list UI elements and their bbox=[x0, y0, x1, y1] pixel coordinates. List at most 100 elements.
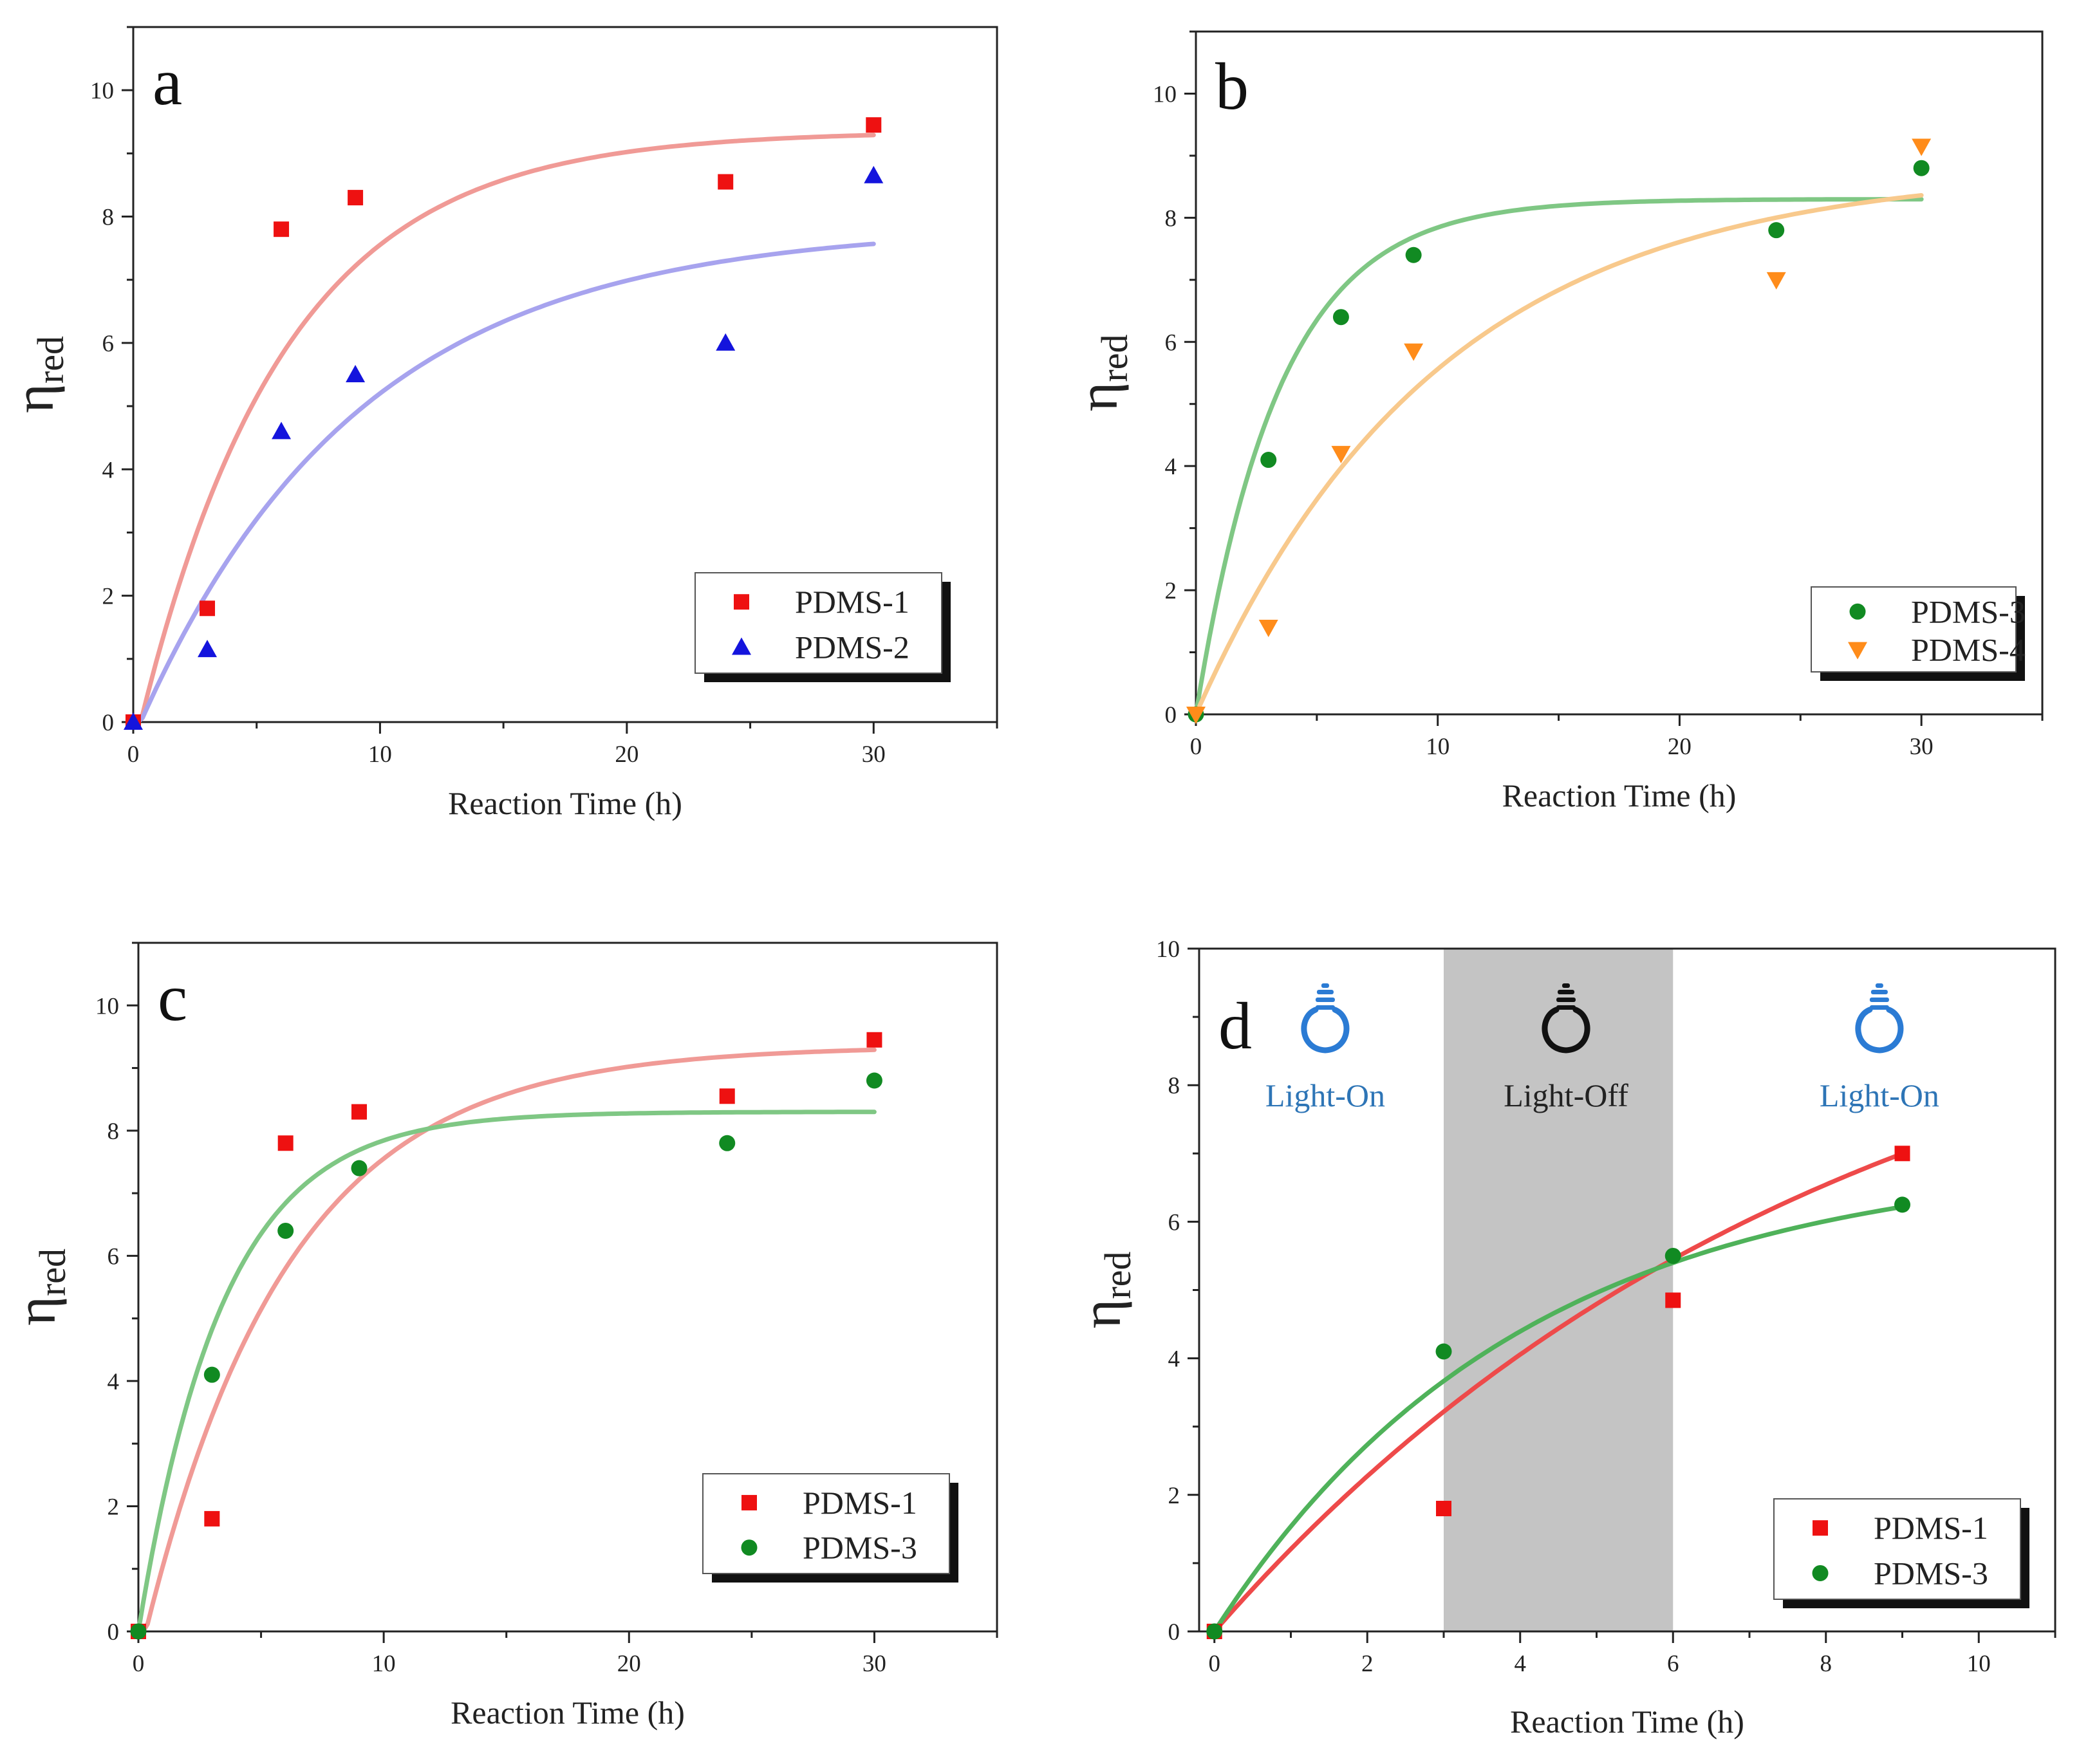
y-axis-label-subscript: red bbox=[1094, 334, 1135, 382]
data-point-pdms-2 bbox=[272, 422, 292, 440]
data-point-pdms-3 bbox=[351, 1160, 368, 1176]
shaded-region-light-off bbox=[1444, 949, 1673, 1631]
legend-label-pdms-3: PDMS-3 bbox=[1911, 593, 2026, 629]
data-point-pdms-3 bbox=[1768, 222, 1785, 239]
data-point-pdms-3 bbox=[1913, 160, 1930, 176]
bulb-on-icon-base-1 bbox=[1316, 990, 1334, 994]
data-point-pdms-4 bbox=[1186, 707, 1206, 724]
x-tick-label: 0 bbox=[1190, 734, 1202, 760]
legend-box bbox=[702, 1473, 950, 1574]
data-point-pdms-1 bbox=[866, 117, 882, 133]
data-point-pdms-3 bbox=[1405, 246, 1422, 263]
x-axis-label: Reaction Time (h) bbox=[448, 785, 682, 821]
fit-curve-pdms-3 bbox=[1193, 197, 1924, 717]
data-point-pdms-1 bbox=[351, 1104, 368, 1120]
legend-box bbox=[1811, 586, 2017, 673]
fit-curve-pdms-3 bbox=[1212, 1204, 1905, 1634]
y-axis-label-subscript: red bbox=[1097, 1251, 1139, 1299]
y-tick-label: 4 bbox=[102, 457, 115, 483]
data-point-pdms-1 bbox=[204, 1510, 220, 1527]
y-tick-label: 0 bbox=[107, 1619, 120, 1646]
bulb-on-icon-base-2 bbox=[1315, 998, 1335, 1002]
y-tick-label: 0 bbox=[1168, 1619, 1180, 1646]
data-point-pdms-4 bbox=[1258, 619, 1278, 637]
y-axis-label-subscript: red bbox=[30, 336, 71, 384]
y-tick-label: 2 bbox=[1165, 578, 1177, 604]
data-point-pdms-1 bbox=[719, 1088, 735, 1104]
plot-frame bbox=[132, 26, 998, 723]
bulb-on-icon-base-3 bbox=[1315, 1005, 1335, 1010]
x-tick-label: 20 bbox=[617, 1651, 641, 1677]
data-point-pdms-3 bbox=[1260, 452, 1277, 469]
legend-label-pdms-3: PDMS-3 bbox=[803, 1530, 917, 1566]
fit-curve-pdms-1 bbox=[131, 133, 876, 725]
fit-curve-pdms-1 bbox=[136, 1047, 877, 1634]
data-point-pdms-2 bbox=[124, 712, 143, 730]
y-axis-label-subscript: red bbox=[32, 1249, 73, 1296]
x-tick-label: 4 bbox=[1515, 1651, 1527, 1677]
x-tick-label: 8 bbox=[1820, 1651, 1832, 1677]
y-tick-label: 6 bbox=[1168, 1209, 1180, 1236]
y-tick-label: 2 bbox=[1168, 1483, 1180, 1509]
bulb-off-icon-base-2 bbox=[1556, 998, 1576, 1002]
bulb-off-icon-base-3 bbox=[1556, 1005, 1576, 1010]
bulb-off-icon bbox=[1542, 983, 1590, 1054]
y-tick-label: 6 bbox=[107, 1243, 120, 1270]
fit-curve-pdms-4 bbox=[1193, 193, 1924, 717]
legend-label-pdms-3: PDMS-3 bbox=[1874, 1555, 1988, 1591]
data-point-pdms-3 bbox=[866, 1072, 882, 1089]
data-point-pdms-1 bbox=[200, 600, 216, 617]
legend-marker-pdms-4 bbox=[1848, 642, 1867, 660]
x-tick-label: 30 bbox=[862, 1651, 886, 1677]
x-tick-label: 30 bbox=[1910, 734, 1934, 760]
bulb-on-icon-base-3 bbox=[1869, 1005, 1889, 1010]
data-point-pdms-1 bbox=[274, 221, 290, 237]
legend-label-pdms-2: PDMS-2 bbox=[795, 629, 909, 665]
annotation-light-off: Light-Off bbox=[1504, 1077, 1628, 1113]
x-tick-label: 10 bbox=[372, 1651, 396, 1677]
y-tick-label: 4 bbox=[1165, 454, 1177, 480]
panel-letter-b: b bbox=[1215, 50, 1249, 124]
x-tick-label: 20 bbox=[615, 741, 639, 768]
data-point-pdms-4 bbox=[1331, 445, 1351, 463]
y-tick-label: 0 bbox=[1165, 702, 1177, 729]
bulb-off-icon-tip bbox=[1562, 983, 1570, 988]
y-tick-label: 10 bbox=[95, 993, 119, 1019]
data-point-pdms-4 bbox=[1766, 272, 1786, 290]
data-point-pdms-4 bbox=[1912, 138, 1932, 156]
x-tick-label: 20 bbox=[1668, 734, 1692, 760]
panel-letter-d: d bbox=[1218, 989, 1252, 1063]
x-axis-label: Reaction Time (h) bbox=[451, 1694, 685, 1731]
data-point-pdms-3 bbox=[1332, 309, 1349, 326]
x-tick-label: 0 bbox=[127, 741, 140, 768]
legend-marker-pdms-3 bbox=[741, 1539, 758, 1556]
y-tick-label: 8 bbox=[1165, 205, 1177, 232]
legend-box bbox=[1773, 1498, 2021, 1600]
data-point-pdms-3 bbox=[130, 1623, 147, 1640]
plot-frame bbox=[1195, 30, 2044, 716]
legend-marker-pdms-1 bbox=[734, 594, 749, 610]
bulb-on-icon-glass bbox=[1855, 1007, 1904, 1054]
data-point-pdms-1 bbox=[277, 1135, 294, 1151]
legend-label-pdms-1: PDMS-1 bbox=[803, 1485, 917, 1521]
x-tick-label: 2 bbox=[1361, 1651, 1374, 1677]
data-point-pdms-3 bbox=[1664, 1247, 1681, 1264]
x-tick-label: 10 bbox=[1426, 734, 1450, 760]
data-point-pdms-2 bbox=[346, 365, 366, 382]
bulb-off-icon-base-1 bbox=[1558, 990, 1574, 994]
y-tick-label: 4 bbox=[1168, 1346, 1180, 1373]
data-point-pdms-3 bbox=[277, 1222, 294, 1239]
data-point-pdms-1 bbox=[1436, 1501, 1451, 1517]
legend-label-pdms-1: PDMS-1 bbox=[795, 584, 909, 620]
legend-marker-pdms-3 bbox=[1812, 1564, 1829, 1581]
data-point-pdms-3 bbox=[1435, 1343, 1452, 1360]
bulb-on-icon-glass bbox=[1301, 1007, 1350, 1054]
panel-letter-c: c bbox=[158, 961, 187, 1035]
fit-curve-pdms-2 bbox=[131, 241, 876, 725]
data-point-pdms-1 bbox=[866, 1032, 882, 1048]
x-tick-label: 10 bbox=[368, 741, 392, 768]
annotation-light-on: Light-On bbox=[1265, 1077, 1385, 1113]
data-point-pdms-3 bbox=[203, 1366, 220, 1383]
